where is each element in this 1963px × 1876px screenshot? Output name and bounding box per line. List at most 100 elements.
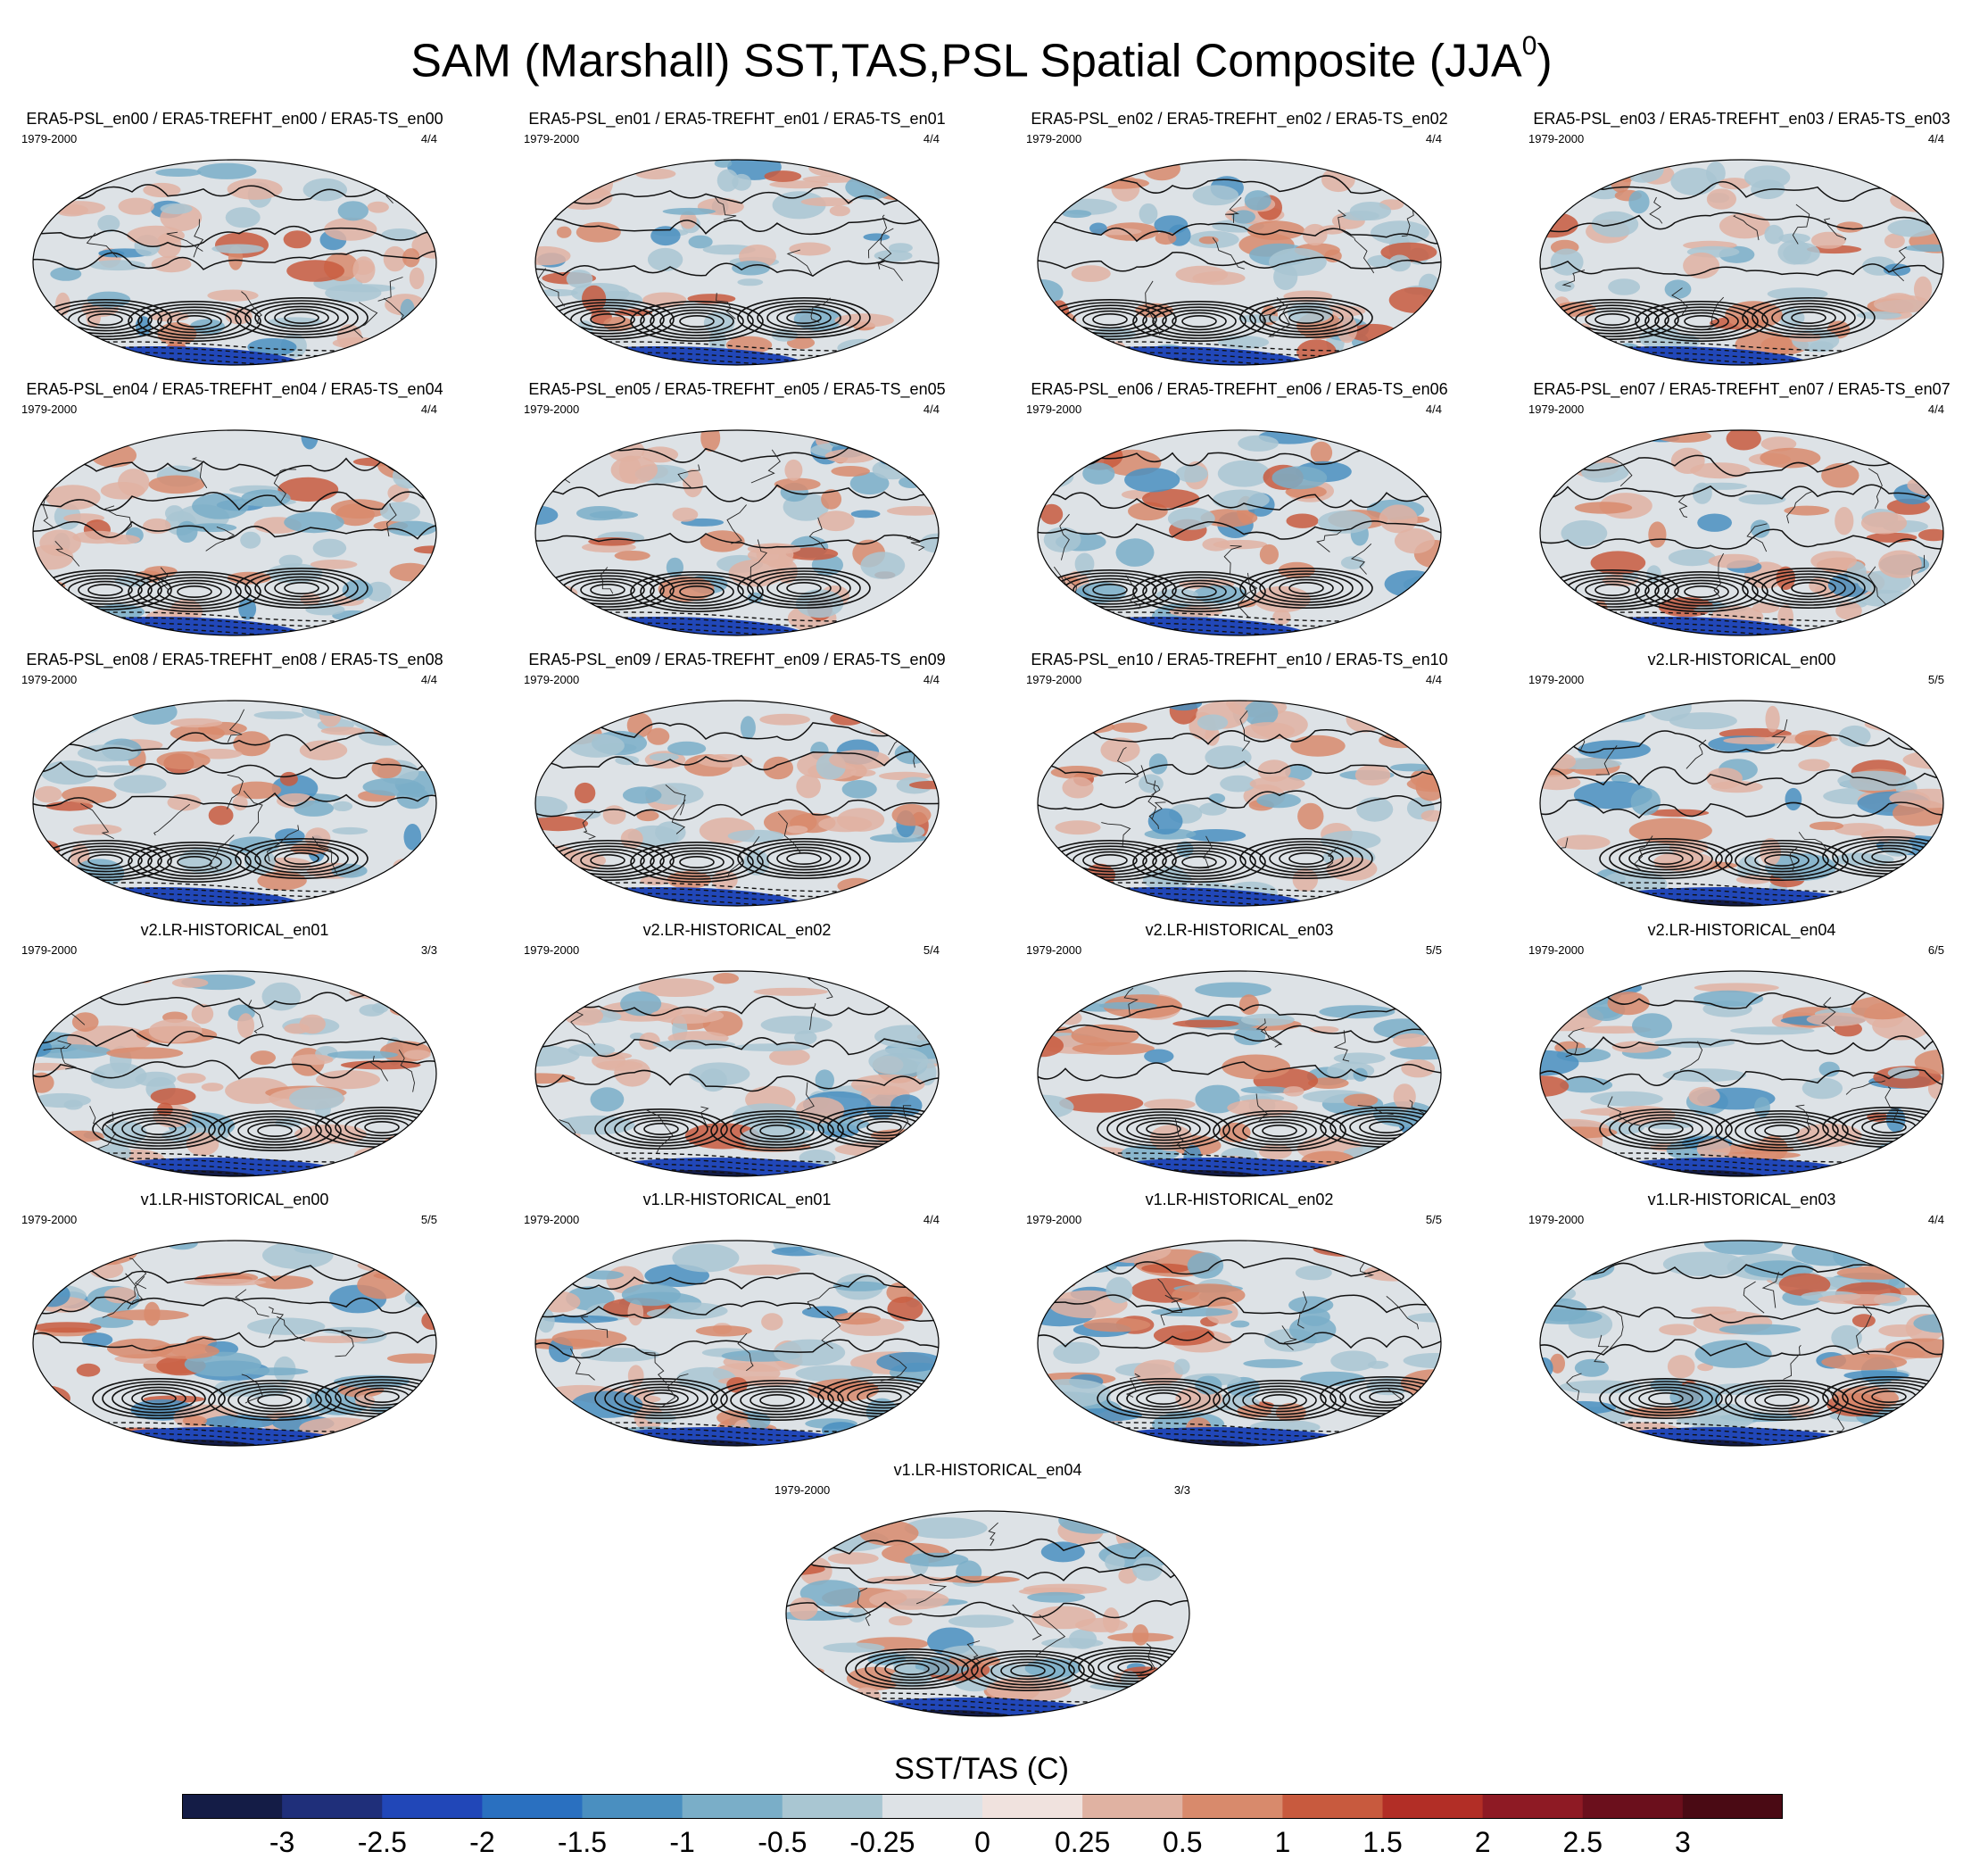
anomaly-blob [1801, 1077, 1843, 1100]
anomaly-blob [832, 1281, 887, 1291]
psl-contour [1575, 577, 1650, 602]
panel-count: 5/5 [1425, 943, 1442, 957]
anomaly-blob [764, 170, 802, 182]
psl-contour [177, 315, 212, 328]
anomaly-blob [1230, 1320, 1250, 1328]
coastline [1255, 1018, 1282, 1045]
psl-contour [78, 580, 133, 600]
anomaly-blob [1554, 280, 1575, 292]
colorbar-tick-label: 0.25 [1054, 1826, 1111, 1858]
psl-contour [1146, 1123, 1181, 1136]
psl-contour [157, 850, 232, 875]
psl-contour [1744, 1388, 1819, 1413]
anomaly-blob [1851, 1314, 1876, 1328]
anomaly-blob [192, 493, 249, 519]
psl-contour [1279, 308, 1334, 328]
map-panel: ERA5-PSL_en01 / ERA5-TREFHT_en01 / ERA5-… [509, 109, 965, 377]
anomaly-blob [1778, 1273, 1831, 1296]
psl-contour [167, 852, 222, 872]
anomaly-blob [1053, 1341, 1100, 1364]
anomaly-blob [574, 809, 601, 819]
psl-contour [1648, 852, 1684, 866]
coastline [369, 1055, 388, 1082]
anomaly-blob [1233, 1027, 1266, 1046]
anomaly-blob [1031, 1606, 1096, 1630]
psl-contour [1540, 1068, 1943, 1087]
anomaly-blob [1664, 279, 1692, 299]
anomaly-blob [305, 603, 345, 616]
anomaly-blob [1554, 602, 1570, 614]
anomaly-blob [1835, 602, 1862, 620]
psl-contour [1097, 1378, 1230, 1420]
anomaly-blob [1192, 185, 1239, 206]
panel-count: 3/3 [420, 943, 437, 957]
anomaly-blob [327, 1050, 398, 1059]
anomaly-blob [1139, 203, 1158, 225]
coastline [726, 504, 747, 544]
coastline [1160, 1294, 1183, 1326]
psl-contour [208, 1380, 342, 1422]
anomaly-blob [904, 1552, 969, 1567]
psl-contour [1540, 484, 1943, 501]
anomaly-blob [33, 1038, 52, 1058]
anomaly-blob [403, 824, 422, 851]
psl-contour [1725, 1113, 1839, 1149]
anomaly-blob [1358, 434, 1399, 444]
anomaly-blob [1156, 866, 1187, 892]
map-plot [1037, 700, 1442, 907]
coastline [102, 1275, 145, 1318]
psl-contour [580, 851, 635, 870]
anomaly-blob [1238, 600, 1256, 608]
psl-contour [535, 1069, 939, 1092]
psl-contour [1038, 760, 1441, 778]
anomaly-blob [1385, 876, 1441, 893]
anomaly-blob [1540, 212, 1578, 238]
map-panel: ERA5-PSL_en00 / ERA5-TREFHT_en00 / ERA5-… [7, 109, 462, 377]
map-panel: v1.LR-HISTORICAL_en04 1979-2000 3/3 [760, 1460, 1215, 1728]
anomaly-blob [1089, 222, 1107, 235]
anomaly-blob [1856, 311, 1902, 320]
psl-contour [1222, 1382, 1337, 1418]
anomaly-blob [283, 230, 311, 249]
coastline [1316, 530, 1342, 552]
anomaly-blob [118, 197, 154, 215]
anomaly-blob [1056, 869, 1078, 881]
anomaly-blob [89, 260, 145, 271]
anomaly-blob [1760, 436, 1797, 452]
anomaly-blob [1806, 1012, 1867, 1026]
coastline [1823, 218, 1847, 241]
coastline [877, 228, 894, 270]
coastline [1147, 780, 1157, 820]
psl-contour [1715, 1110, 1849, 1152]
anomaly-blob [33, 1092, 91, 1108]
anomaly-blob [1330, 1350, 1377, 1372]
anomaly-blob [1155, 231, 1177, 245]
coastline [273, 469, 297, 503]
panel-count: 4/4 [923, 403, 940, 416]
anomaly-blob [1540, 980, 1584, 992]
colorbar-tick-label: 2 [1474, 1826, 1491, 1858]
anomaly-blob [1540, 584, 1580, 606]
anomaly-blob [1648, 521, 1667, 548]
psl-contour [1269, 846, 1344, 871]
anomaly-blob [1696, 1138, 1731, 1160]
anomaly-blob [1719, 178, 1751, 190]
psl-contour [786, 582, 822, 595]
anomaly-blob [1222, 1054, 1291, 1080]
anomaly-blob [299, 1014, 326, 1034]
anomaly-blob [535, 844, 576, 859]
psl-contour-negative [1038, 1438, 1441, 1446]
psl-contour [1540, 212, 1943, 233]
anomaly-blob [1132, 1556, 1163, 1581]
anomaly-blob [821, 489, 842, 510]
anomaly-blob [1249, 776, 1305, 792]
psl-contour [1152, 577, 1247, 607]
anomaly-blob [1244, 701, 1279, 726]
psl-contour [766, 576, 841, 601]
anomaly-blob [1646, 809, 1710, 818]
psl-contour [1871, 851, 1907, 864]
psl-contour [1232, 1385, 1327, 1415]
anomaly-blob [1111, 722, 1147, 733]
anomaly-blob [344, 701, 367, 712]
psl-contour [535, 483, 939, 502]
